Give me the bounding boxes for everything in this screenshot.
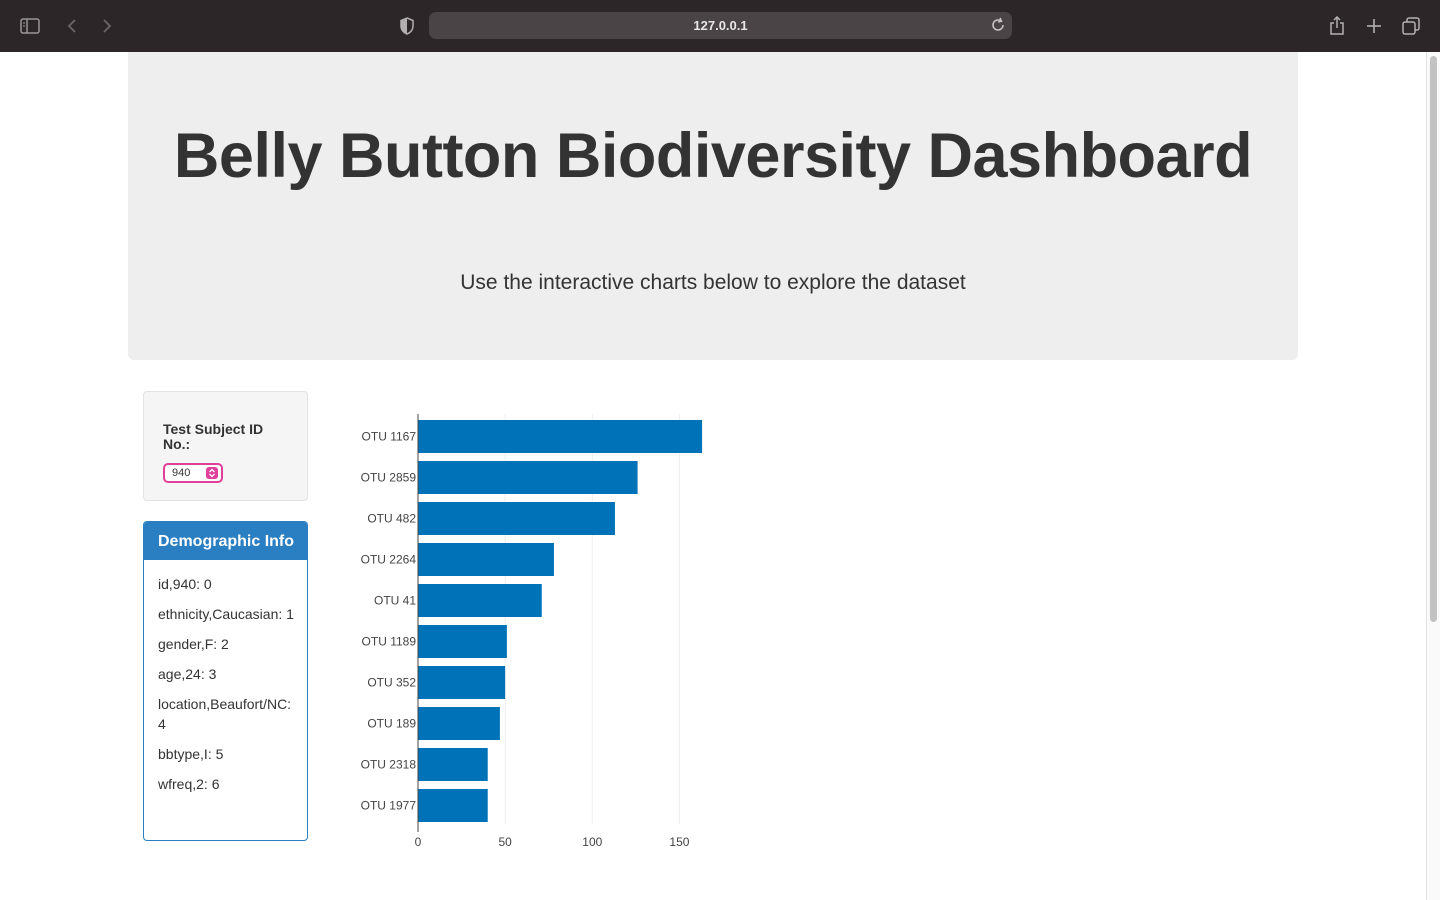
bar bbox=[418, 502, 615, 535]
share-icon[interactable] bbox=[1325, 14, 1349, 38]
url-text: 127.0.0.1 bbox=[693, 18, 748, 33]
y-tick-label: OTU 352 bbox=[367, 676, 416, 690]
sidebar-toggle-icon[interactable] bbox=[18, 14, 42, 38]
x-tick-label: 0 bbox=[415, 835, 422, 849]
demographic-row: id,940: 0 bbox=[158, 576, 212, 592]
y-tick-label: OTU 2318 bbox=[361, 758, 417, 772]
y-tick-label: OTU 1977 bbox=[361, 799, 417, 813]
x-tick-label: 50 bbox=[498, 835, 512, 849]
y-tick-label: OTU 41 bbox=[374, 594, 416, 608]
page-content: Belly Button Biodiversity Dashboard Use … bbox=[0, 52, 1426, 900]
demographic-row: gender,F: 2 bbox=[158, 636, 229, 652]
demographic-row: ethnicity,Caucasian: 1 bbox=[158, 606, 294, 622]
bar bbox=[418, 543, 554, 576]
bar bbox=[418, 625, 507, 658]
demographic-row: bbtype,I: 5 bbox=[158, 746, 224, 762]
header-jumbotron: Belly Button Biodiversity Dashboard Use … bbox=[128, 52, 1298, 360]
y-tick-label: OTU 189 bbox=[367, 717, 416, 731]
demographic-info-panel: Demographic Info id,940: 0 ethnicity,Cauc… bbox=[143, 521, 308, 841]
page-scrollbar[interactable] bbox=[1426, 52, 1440, 900]
page-subtitle: Use the interactive charts below to expl… bbox=[460, 271, 966, 294]
bar bbox=[418, 584, 542, 617]
x-tick-label: 100 bbox=[582, 835, 602, 849]
demographic-info-title: Demographic Info bbox=[144, 522, 307, 560]
reload-icon[interactable] bbox=[990, 17, 1006, 33]
subject-select-label: Test Subject ID No.: bbox=[163, 421, 264, 452]
address-bar[interactable]: 127.0.0.1 bbox=[429, 12, 1012, 39]
shield-icon[interactable] bbox=[395, 14, 419, 38]
y-tick-label: OTU 1167 bbox=[362, 430, 417, 444]
bar bbox=[418, 666, 506, 699]
demographic-row: location,Beaufort/NC: 4 bbox=[158, 696, 292, 732]
bar bbox=[418, 748, 488, 781]
scrollbar-thumb[interactable] bbox=[1430, 56, 1437, 622]
demographic-info-body: id,940: 0 ethnicity,Caucasian: 1 gender,F:… bbox=[144, 560, 307, 794]
y-tick-label: OTU 482 bbox=[367, 512, 416, 526]
bar bbox=[418, 789, 488, 822]
back-icon[interactable] bbox=[60, 14, 84, 38]
new-tab-icon[interactable] bbox=[1362, 14, 1386, 38]
demographic-row: age,24: 3 bbox=[158, 666, 217, 682]
demographic-row: wfreq,2: 6 bbox=[158, 776, 220, 792]
y-tick-label: OTU 2264 bbox=[361, 553, 417, 567]
bar bbox=[418, 420, 703, 453]
forward-icon[interactable] bbox=[95, 14, 119, 38]
otu-bar-chart: OTU 1167 OTU 2859 OTU 482 OTU 2264 OTU 41 OTU… bbox=[361, 414, 703, 849]
x-tick-label: 150 bbox=[669, 835, 689, 849]
bar bbox=[418, 461, 638, 494]
y-tick-label: OTU 2859 bbox=[361, 471, 417, 485]
subject-select-panel: Test Subject ID No.: 940 bbox=[143, 391, 308, 501]
subject-id-select[interactable]: 940 bbox=[163, 463, 223, 483]
y-tick-label: OTU 1189 bbox=[362, 635, 417, 649]
select-arrows-icon bbox=[206, 467, 218, 479]
page-title: Belly Button Biodiversity Dashboard bbox=[173, 121, 1253, 191]
bar bbox=[418, 707, 500, 740]
tab-overview-icon[interactable] bbox=[1399, 14, 1423, 38]
subject-id-value: 940 bbox=[172, 467, 191, 479]
browser-toolbar: 127.0.0.1 bbox=[0, 0, 1440, 52]
